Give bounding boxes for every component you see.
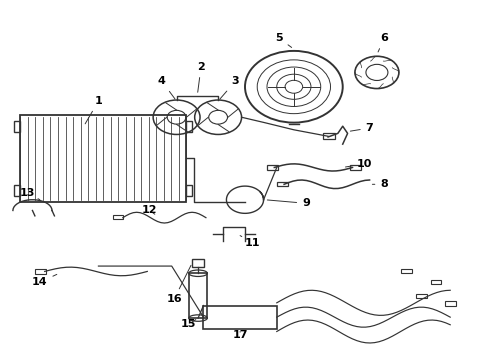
Bar	[431, 280, 441, 284]
Bar	[20, 116, 186, 202]
Text: 14: 14	[32, 274, 57, 287]
Bar	[192, 259, 204, 267]
Bar	[416, 294, 427, 298]
Text: 10: 10	[345, 159, 372, 169]
Text: 12: 12	[142, 206, 157, 216]
Text: 13: 13	[20, 188, 40, 200]
Bar	[189, 273, 207, 318]
Bar	[350, 165, 361, 170]
Bar	[113, 215, 123, 220]
Bar	[14, 121, 20, 132]
Text: 3: 3	[220, 76, 239, 99]
Bar	[14, 185, 20, 196]
Text: 8: 8	[372, 179, 388, 189]
Bar	[203, 306, 277, 329]
Text: 7: 7	[350, 123, 373, 133]
Text: 4: 4	[158, 76, 175, 99]
Bar	[186, 121, 192, 132]
Bar	[445, 301, 456, 306]
Text: 17: 17	[232, 330, 248, 340]
Text: 9: 9	[268, 198, 310, 208]
Bar	[35, 269, 46, 274]
Text: 1: 1	[85, 96, 102, 124]
Bar	[401, 269, 412, 273]
Bar	[267, 165, 278, 170]
Text: 15: 15	[181, 319, 196, 329]
Text: 11: 11	[240, 235, 260, 248]
Bar	[323, 134, 335, 139]
Bar	[186, 185, 192, 196]
Text: 6: 6	[378, 33, 388, 52]
Text: 16: 16	[166, 265, 191, 304]
Bar	[277, 182, 288, 186]
Text: 5: 5	[275, 33, 292, 48]
Text: 2: 2	[197, 62, 205, 92]
